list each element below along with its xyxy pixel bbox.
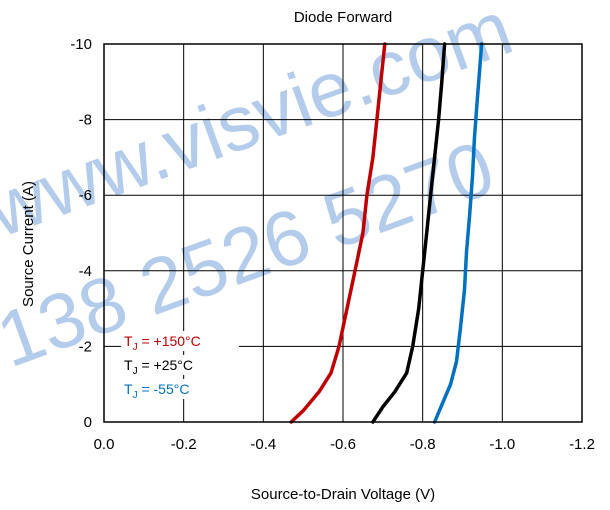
- legend-item-background: [121, 331, 239, 351]
- x-tick-label: -1.2: [569, 436, 595, 453]
- y-tick-label: 0: [84, 414, 92, 431]
- series-line-2: [371, 42, 447, 424]
- legend-item-2: TJ = +25°C: [124, 357, 193, 377]
- y-tick-label: -2: [79, 338, 92, 355]
- y-tick-label: -8: [79, 112, 92, 129]
- legend-item-background: [121, 355, 239, 375]
- series-line-1: [289, 42, 387, 424]
- x-axis-title: Source-to-Drain Voltage (V): [251, 486, 435, 503]
- x-tick-label: -1.0: [489, 436, 515, 453]
- x-tick-labels: 0.0 -0.2 -0.4 -0.6 -0.8 -1.0 -1.2: [94, 436, 595, 453]
- y-tick-label: -4: [79, 263, 92, 280]
- x-tick-label: -0.6: [330, 436, 356, 453]
- y-tick-label: -6: [79, 187, 92, 204]
- x-tick-label: -0.8: [410, 436, 436, 453]
- series-line-3: [432, 42, 484, 424]
- y-tick-labels: 0 -2 -4 -6 -8 -10: [70, 36, 92, 431]
- legend-item-1: TJ = +150°C: [124, 333, 201, 353]
- x-tick-label: 0.0: [94, 436, 115, 453]
- legend-item-background: [121, 379, 239, 399]
- y-tick-label: -10: [70, 36, 92, 53]
- x-tick-label: -0.2: [171, 436, 197, 453]
- series-lines: [289, 42, 484, 424]
- chart-title: Diode Forward: [294, 9, 392, 26]
- x-tick-label: -0.4: [250, 436, 276, 453]
- legend-item-3: TJ = -55°C: [124, 381, 189, 401]
- plot-frame: [103, 43, 583, 423]
- y-axis-title: Source Current (A): [20, 181, 37, 307]
- legend: TJ = +150°C TJ = +25°C TJ = -55°C: [121, 331, 239, 401]
